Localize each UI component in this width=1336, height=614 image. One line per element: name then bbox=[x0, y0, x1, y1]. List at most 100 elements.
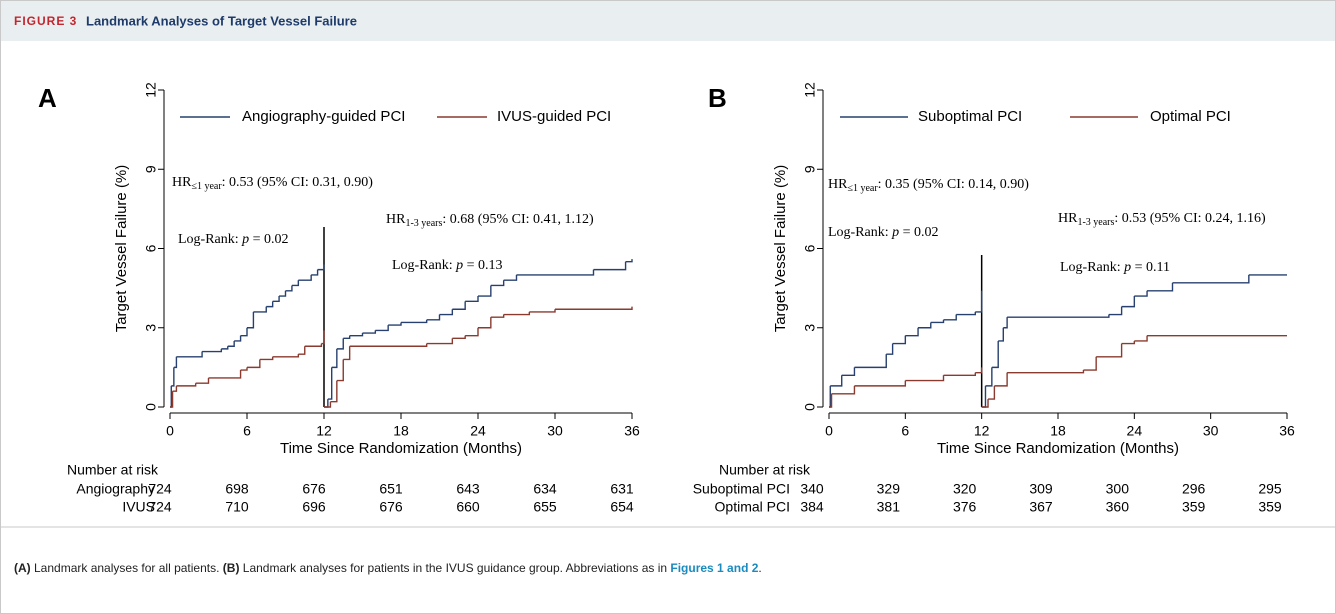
header-band bbox=[1, 1, 1335, 41]
km-step bbox=[841, 367, 856, 376]
y-tick-label: 9 bbox=[802, 165, 818, 173]
km-step bbox=[886, 343, 894, 355]
km-step bbox=[388, 322, 402, 326]
km-step bbox=[988, 385, 996, 400]
x-tick-label: 12 bbox=[974, 423, 990, 439]
km-step bbox=[829, 385, 831, 408]
km-step bbox=[516, 269, 595, 276]
km-step bbox=[943, 314, 957, 321]
km-step bbox=[291, 280, 300, 287]
x-tick-label: 24 bbox=[470, 423, 486, 439]
km-step bbox=[829, 393, 833, 408]
km-step bbox=[195, 377, 210, 384]
risk-row-label: Angiography bbox=[76, 481, 155, 497]
risk-table-title: Number at risk bbox=[67, 462, 159, 478]
risk-value: 676 bbox=[302, 481, 326, 497]
km-step bbox=[311, 269, 319, 276]
km-step bbox=[401, 319, 428, 324]
risk-value: 309 bbox=[1029, 481, 1053, 497]
caption-part: (A) bbox=[14, 561, 31, 575]
risk-value: 300 bbox=[1106, 481, 1130, 497]
risk-value: 296 bbox=[1182, 481, 1206, 497]
km-step bbox=[253, 306, 267, 313]
km-step bbox=[1007, 314, 1110, 318]
y-tick-label: 3 bbox=[802, 324, 818, 332]
annotation-part: p bbox=[241, 232, 249, 247]
risk-value: 367 bbox=[1029, 499, 1053, 515]
risk-value: 381 bbox=[877, 499, 901, 515]
km-step bbox=[439, 309, 454, 316]
x-tick-label: 6 bbox=[243, 423, 251, 439]
risk-value: 634 bbox=[533, 481, 557, 497]
y-tick-label: 0 bbox=[802, 403, 818, 411]
annotation-part: HR bbox=[1058, 211, 1078, 226]
km-step bbox=[426, 314, 441, 321]
caption-part: (B) bbox=[223, 561, 240, 575]
y-tick-label: 12 bbox=[143, 82, 159, 98]
annotation-part: p bbox=[1123, 260, 1131, 275]
x-tick-label: 12 bbox=[316, 423, 332, 439]
km-step bbox=[452, 301, 466, 310]
km-step bbox=[1134, 335, 1148, 342]
km-step bbox=[172, 385, 178, 392]
km-step bbox=[247, 311, 255, 329]
km-step bbox=[227, 340, 235, 347]
y-tick-label: 12 bbox=[802, 82, 818, 98]
annotation-part: = 0.02 bbox=[249, 232, 288, 247]
annotation-part: Log-Rank: bbox=[828, 225, 892, 240]
panel-label: B bbox=[708, 83, 727, 113]
annotation-part: HR bbox=[386, 212, 406, 227]
km-step bbox=[854, 380, 907, 387]
risk-row-label: IVUS bbox=[122, 499, 155, 515]
x-tick-label: 0 bbox=[166, 423, 174, 439]
km-step bbox=[362, 330, 377, 334]
km-step bbox=[905, 375, 945, 382]
annotation-part: HR bbox=[172, 175, 192, 190]
figure-label: FIGURE 3 bbox=[14, 14, 77, 28]
km-step bbox=[830, 375, 843, 387]
km-step bbox=[176, 351, 203, 358]
risk-value: 655 bbox=[533, 499, 557, 515]
annotation-part: : 0.68 (95% CI: 0.41, 1.12) bbox=[442, 212, 594, 227]
x-tick-label: 0 bbox=[825, 423, 833, 439]
annotation-part: : 0.53 (95% CI: 0.31, 0.90) bbox=[222, 175, 374, 190]
annotation-part: = 0.13 bbox=[463, 258, 502, 273]
risk-value: 359 bbox=[1182, 499, 1206, 515]
risk-value: 724 bbox=[148, 499, 172, 515]
km-step bbox=[343, 335, 351, 340]
km-step bbox=[985, 367, 993, 387]
km-step bbox=[831, 385, 856, 395]
annotation: HR≤1 year: 0.53 (95% CI: 0.31, 0.90) bbox=[172, 175, 373, 192]
caption: (A) Landmark analyses for all patients. … bbox=[14, 561, 762, 575]
km-step bbox=[1108, 306, 1123, 316]
km-step bbox=[452, 335, 466, 340]
km-step bbox=[555, 306, 633, 310]
km-step bbox=[593, 261, 627, 271]
km-step bbox=[1083, 356, 1097, 371]
km-step bbox=[375, 325, 389, 332]
annotation-part: 1-3 years bbox=[1077, 217, 1114, 228]
km-step bbox=[170, 385, 172, 408]
annotation: Log-Rank: p = 0.02 bbox=[178, 232, 289, 247]
km-step bbox=[208, 370, 242, 379]
km-step bbox=[324, 401, 332, 408]
figure-title: Landmark Analyses of Target Vessel Failu… bbox=[86, 13, 357, 28]
annotation-part: Log-Rank: bbox=[1060, 260, 1124, 275]
km-step bbox=[1121, 296, 1136, 308]
x-tick-label: 18 bbox=[1050, 423, 1066, 439]
km-step bbox=[336, 338, 344, 350]
caption-link[interactable]: Figures 1 and 2 bbox=[670, 561, 758, 575]
km-step bbox=[1134, 290, 1148, 297]
annotation: Log-Rank: p = 0.11 bbox=[1060, 260, 1170, 275]
x-axis-label: Time Since Randomization (Months) bbox=[937, 440, 1179, 457]
km-step bbox=[905, 327, 919, 337]
km-step bbox=[943, 372, 977, 376]
km-step bbox=[285, 285, 293, 292]
risk-value: 651 bbox=[379, 481, 403, 497]
caption-part: Landmark analyses for patients in the IV… bbox=[239, 561, 670, 575]
legend-label: IVUS-guided PCI bbox=[497, 108, 611, 125]
legend-label: Suboptimal PCI bbox=[918, 108, 1022, 125]
km-step bbox=[171, 367, 175, 387]
km-step bbox=[170, 391, 174, 408]
